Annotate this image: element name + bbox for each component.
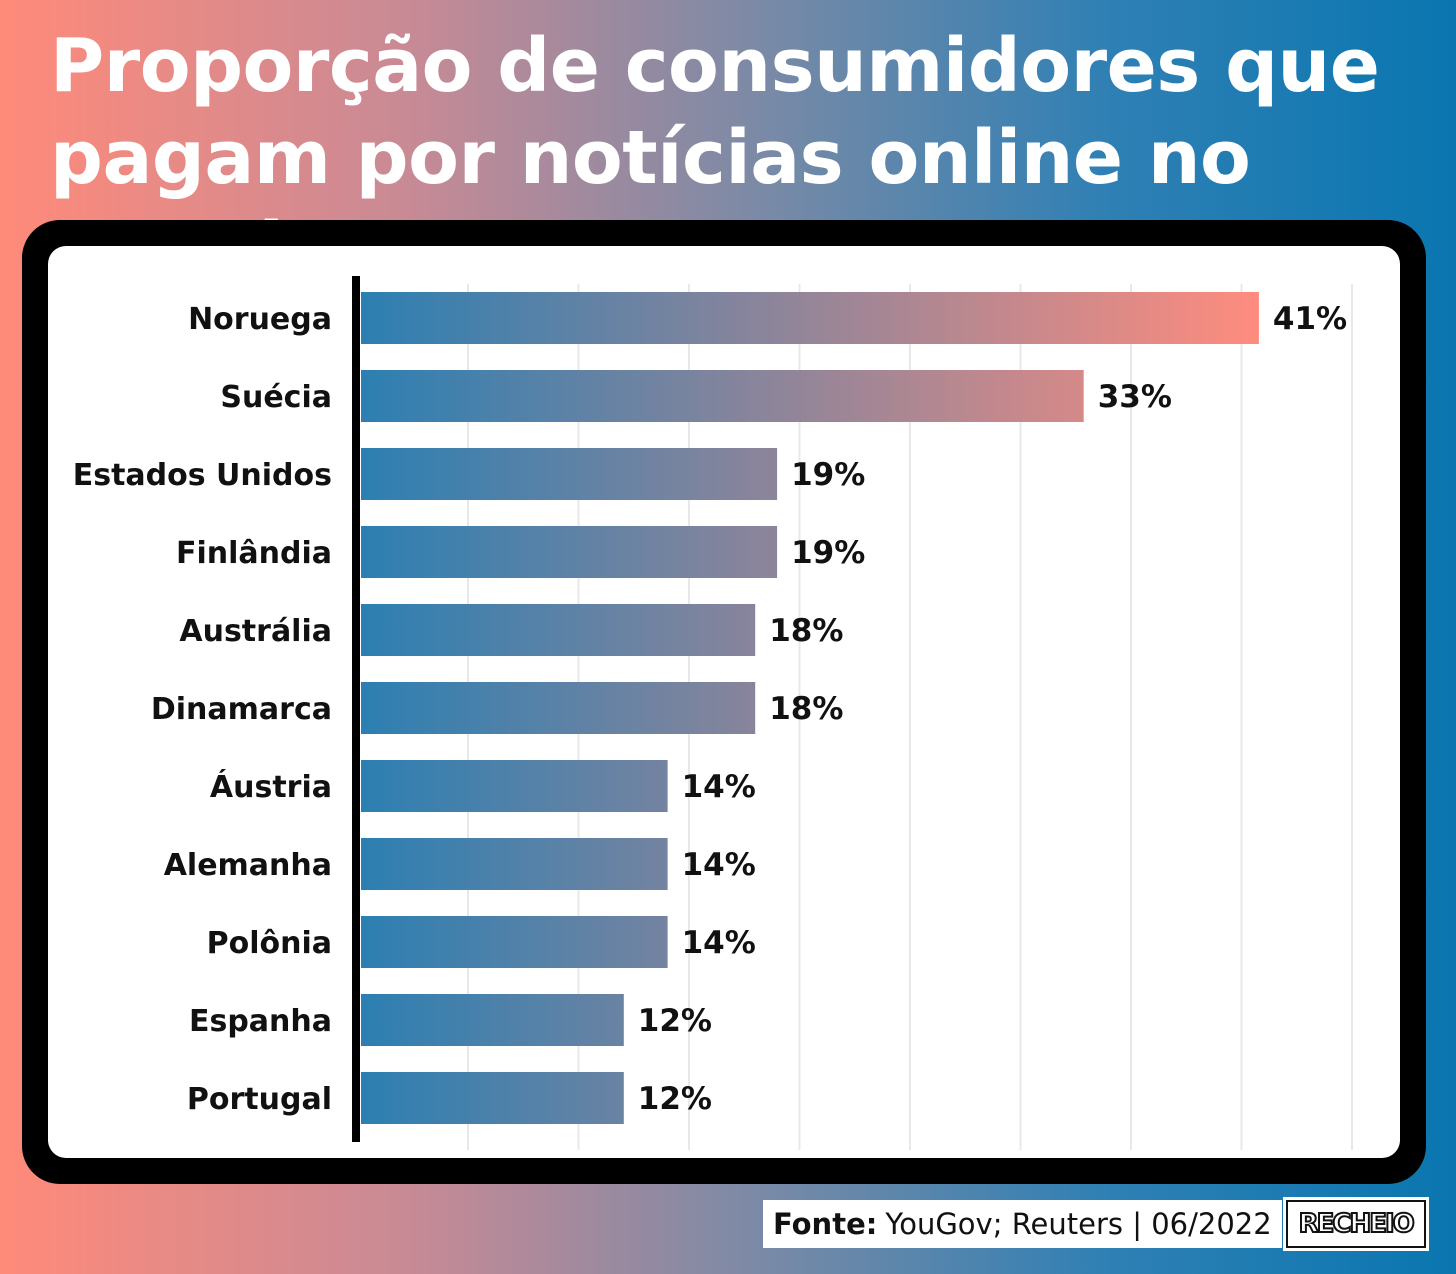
bar bbox=[361, 448, 778, 500]
value-label: 14% bbox=[682, 847, 756, 883]
gridline bbox=[1351, 284, 1353, 1150]
bar bbox=[361, 604, 756, 656]
brand-logo: RECHEIO bbox=[1285, 1200, 1426, 1248]
category-label: Portugal bbox=[187, 1082, 332, 1117]
category-label: Noruega bbox=[188, 302, 332, 337]
y-axis-line bbox=[352, 276, 360, 1142]
value-label: 14% bbox=[682, 769, 756, 805]
footer: Fonte: YouGov; Reuters | 06/2022 RECHEIO bbox=[763, 1200, 1426, 1248]
bar bbox=[361, 916, 668, 968]
chart-card: Noruega Suécia Estados Unidos Finlândia Aust… bbox=[48, 246, 1400, 1158]
gridline bbox=[1019, 284, 1022, 1150]
category-label: Austrália bbox=[179, 614, 332, 649]
gridline bbox=[1130, 284, 1132, 1150]
category-label: Estados Unidos bbox=[73, 458, 332, 493]
bar bbox=[361, 292, 1259, 344]
value-labels: 41% 33% 19% 19% 18% 18% 14% 14% 14% 12% 12% bbox=[638, 301, 1347, 1117]
bar bbox=[361, 838, 668, 890]
bar bbox=[361, 682, 756, 734]
value-label: 19% bbox=[791, 535, 865, 571]
source-text: YouGov; Reuters | 06/2022 bbox=[885, 1207, 1272, 1241]
category-label: Dinamarca bbox=[151, 692, 332, 727]
value-label: 33% bbox=[1098, 379, 1172, 415]
category-labels: Noruega Suécia Estados Unidos Finlândia Aust… bbox=[73, 302, 332, 1117]
value-label: 14% bbox=[682, 925, 756, 961]
bar bbox=[361, 994, 624, 1046]
bar bbox=[361, 526, 778, 578]
page-title: Proporção de consumidores que pagam por … bbox=[50, 23, 1380, 293]
category-label: Áustria bbox=[210, 769, 332, 805]
gridline bbox=[798, 284, 801, 1150]
category-label: Polônia bbox=[207, 926, 332, 961]
gridline bbox=[909, 284, 911, 1150]
category-label: Alemanha bbox=[164, 848, 332, 883]
bar bbox=[361, 370, 1084, 422]
bars bbox=[361, 292, 1259, 1124]
category-label: Espanha bbox=[189, 1004, 332, 1039]
value-label: 41% bbox=[1273, 301, 1347, 337]
bar bbox=[361, 760, 668, 812]
category-label: Suécia bbox=[220, 380, 332, 415]
value-label: 19% bbox=[791, 457, 865, 493]
source-label: Fonte: bbox=[773, 1207, 878, 1241]
gridline bbox=[1240, 284, 1243, 1150]
value-label: 12% bbox=[638, 1081, 712, 1117]
value-label: 18% bbox=[769, 613, 843, 649]
value-label: 12% bbox=[638, 1003, 712, 1039]
bar bbox=[361, 1072, 624, 1124]
bar-chart: Noruega Suécia Estados Unidos Finlândia Aust… bbox=[73, 276, 1353, 1150]
brand-text: RECHEIO bbox=[1298, 1208, 1416, 1240]
category-label: Finlândia bbox=[176, 536, 332, 571]
source-box: Fonte: YouGov; Reuters | 06/2022 bbox=[763, 1200, 1282, 1248]
value-label: 18% bbox=[769, 691, 843, 727]
